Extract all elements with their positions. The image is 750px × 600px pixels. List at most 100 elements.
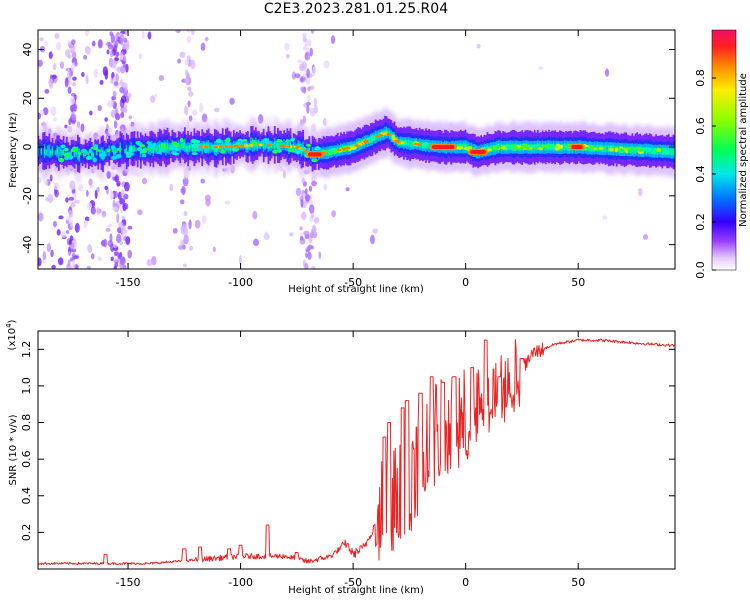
band-peak <box>386 132 392 136</box>
noise-blob <box>124 181 130 192</box>
noise-blob <box>44 41 48 46</box>
noise-blob <box>120 234 124 241</box>
band-strip <box>428 142 431 150</box>
noise-blob <box>113 190 119 198</box>
snr-x-axis-label: Height of straight line (km) <box>288 585 424 596</box>
band-strip <box>43 147 46 155</box>
noise-blob <box>113 251 120 257</box>
noise-blob <box>122 42 127 50</box>
noise-blob <box>183 234 189 245</box>
band-strip <box>154 145 156 151</box>
noise-blob <box>90 206 96 215</box>
y-tick-label: 0 <box>21 144 34 151</box>
noise-blob <box>184 69 189 77</box>
noise-blob <box>179 199 185 205</box>
noise-blob <box>110 256 114 262</box>
noise-blob <box>124 104 128 114</box>
band-strip <box>72 144 74 162</box>
noise-blob <box>141 177 147 185</box>
band-blob <box>147 145 153 149</box>
noise-blob <box>96 186 100 193</box>
band-strip <box>61 150 63 155</box>
band-strip <box>390 133 393 140</box>
band-strip <box>113 150 115 155</box>
noise-blob <box>184 77 190 84</box>
band-strip <box>607 145 610 153</box>
band-strip <box>149 145 152 153</box>
band-strip <box>272 143 275 148</box>
noise-blob <box>119 34 125 44</box>
band-strip <box>46 145 49 157</box>
band-peak <box>239 144 245 148</box>
noise-blob <box>52 63 57 71</box>
noise-blob <box>123 37 128 43</box>
noise-blob <box>306 77 311 86</box>
band-strip <box>155 147 158 152</box>
noise-blob <box>297 59 303 64</box>
noise-blob <box>88 178 93 186</box>
noise-blob <box>158 75 165 81</box>
peak-segment <box>308 152 322 157</box>
band-peak <box>198 145 203 149</box>
noise-blob <box>306 47 310 52</box>
noise-blob <box>64 49 71 57</box>
band-blob <box>370 135 375 140</box>
noise-blob <box>67 86 72 94</box>
noise-blob <box>181 185 186 196</box>
band-blob <box>637 148 644 152</box>
noise-blob <box>83 220 89 226</box>
noise-blob <box>58 215 64 220</box>
spectrogram-background <box>38 30 649 269</box>
noise-blob <box>104 117 108 122</box>
noise-blob <box>103 238 108 248</box>
band-strip <box>262 142 265 149</box>
noise-blob <box>150 95 156 103</box>
noise-blob <box>264 231 269 241</box>
noise-blob <box>310 30 315 34</box>
noise-blob <box>86 265 91 269</box>
noise-blob <box>53 117 57 122</box>
band-peak <box>204 145 209 149</box>
noise-blob <box>212 246 216 253</box>
x-tick-label: 0 <box>462 276 469 289</box>
band-strip <box>288 144 290 151</box>
band-strip <box>291 145 293 150</box>
noise-blob <box>119 256 126 266</box>
noise-blob <box>306 94 311 102</box>
noise-blob <box>114 57 120 62</box>
band-blob <box>70 149 76 153</box>
x-tick-label: -50 <box>344 276 362 289</box>
noise-blob <box>38 212 44 222</box>
band-strip <box>48 144 51 158</box>
snr-panel: -150 -100 -50 0 50 0.2 0.4 0.6 0.8 1.0 1.2 Height … <box>5 319 676 596</box>
band-strip <box>62 149 65 156</box>
noise-blob <box>305 248 310 253</box>
band-peak <box>213 145 218 149</box>
noise-blob <box>114 261 119 268</box>
noise-blob <box>313 97 317 106</box>
noise-blob <box>112 244 118 249</box>
noise-blob <box>122 55 127 62</box>
band-blob <box>525 144 530 150</box>
noise-blob <box>602 215 608 220</box>
band-blob <box>160 146 168 149</box>
band-blob <box>559 144 564 149</box>
band-blob <box>242 138 248 142</box>
band-blob <box>422 143 427 148</box>
noise-blob <box>91 40 96 47</box>
band-blob <box>195 147 201 152</box>
peak-segment <box>431 145 455 150</box>
band-strip <box>125 147 128 155</box>
band-peak <box>378 133 383 137</box>
band-strip <box>633 147 635 154</box>
band-blob <box>643 147 649 152</box>
noise-blob <box>51 264 56 269</box>
noise-blob <box>104 69 109 80</box>
noise-blob <box>257 114 264 125</box>
band-strip <box>116 148 119 153</box>
band-blob <box>60 144 66 148</box>
band-blob <box>505 144 512 150</box>
band-blob <box>215 138 222 144</box>
band-blob <box>220 149 226 154</box>
band-strip <box>105 149 108 157</box>
